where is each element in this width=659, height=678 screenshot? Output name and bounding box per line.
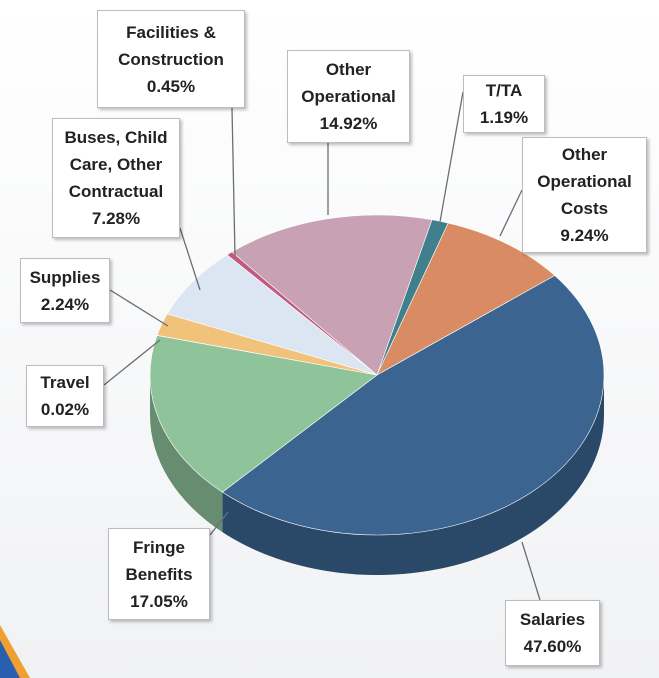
- leader-line: [209, 511, 229, 536]
- slice: [231, 214, 433, 376]
- label-category: Supplies: [29, 267, 101, 287]
- slice-label: T/TA 1.19%: [463, 75, 545, 133]
- label-category: Buses, Child Care, Other Contractual: [64, 128, 168, 201]
- label-value: 9.24%: [560, 226, 609, 245]
- label-category: T/TA: [485, 81, 523, 100]
- slice: [221, 275, 605, 536]
- slice-label: Other Operational 14.92%: [287, 50, 410, 143]
- corner-decoration: [0, 640, 20, 678]
- label-category: Facilities & Construction: [118, 22, 224, 69]
- slice-label: Travel 0.02%: [26, 365, 104, 427]
- label-category: Travel: [40, 373, 90, 392]
- slice-side: [150, 375, 223, 533]
- label-category: Fringe Benefits: [125, 537, 193, 584]
- slice-label: Buses, Child Care, Other Contractual 7.28…: [52, 118, 180, 238]
- label-value: 7.28%: [91, 209, 141, 228]
- label-category: Other Operational: [301, 60, 396, 106]
- slice-label: Salaries 47.60%: [505, 600, 600, 666]
- slice-label: Facilities & Construction 0.45%: [97, 10, 245, 108]
- label-category: Salaries: [519, 610, 586, 629]
- label-value: 2.24%: [40, 294, 90, 314]
- label-value: 47.60%: [523, 637, 582, 656]
- leader-line: [179, 227, 201, 291]
- slice-label: Other Operational Costs 9.24%: [522, 137, 647, 253]
- label-value: 0.02%: [40, 400, 90, 419]
- leader-line: [499, 189, 523, 237]
- leader-line: [521, 541, 541, 601]
- label-value: 17.05%: [130, 591, 188, 611]
- leader-line: [109, 289, 169, 327]
- label-value: 14.92%: [319, 114, 378, 133]
- slice: [166, 254, 378, 376]
- slice: [149, 335, 378, 493]
- label-category: Other Operational Costs: [537, 145, 632, 218]
- label-value: 1.19%: [479, 108, 529, 127]
- slice-side: [222, 375, 605, 575]
- leader-line: [103, 339, 161, 386]
- slice: [376, 222, 556, 376]
- leader-line: [231, 107, 236, 257]
- slice-label: Fringe Benefits 17.05%: [108, 528, 210, 620]
- slice-label: Supplies 2.24%: [20, 258, 110, 323]
- leader-line: [439, 91, 464, 222]
- label-value: 0.45%: [146, 76, 196, 96]
